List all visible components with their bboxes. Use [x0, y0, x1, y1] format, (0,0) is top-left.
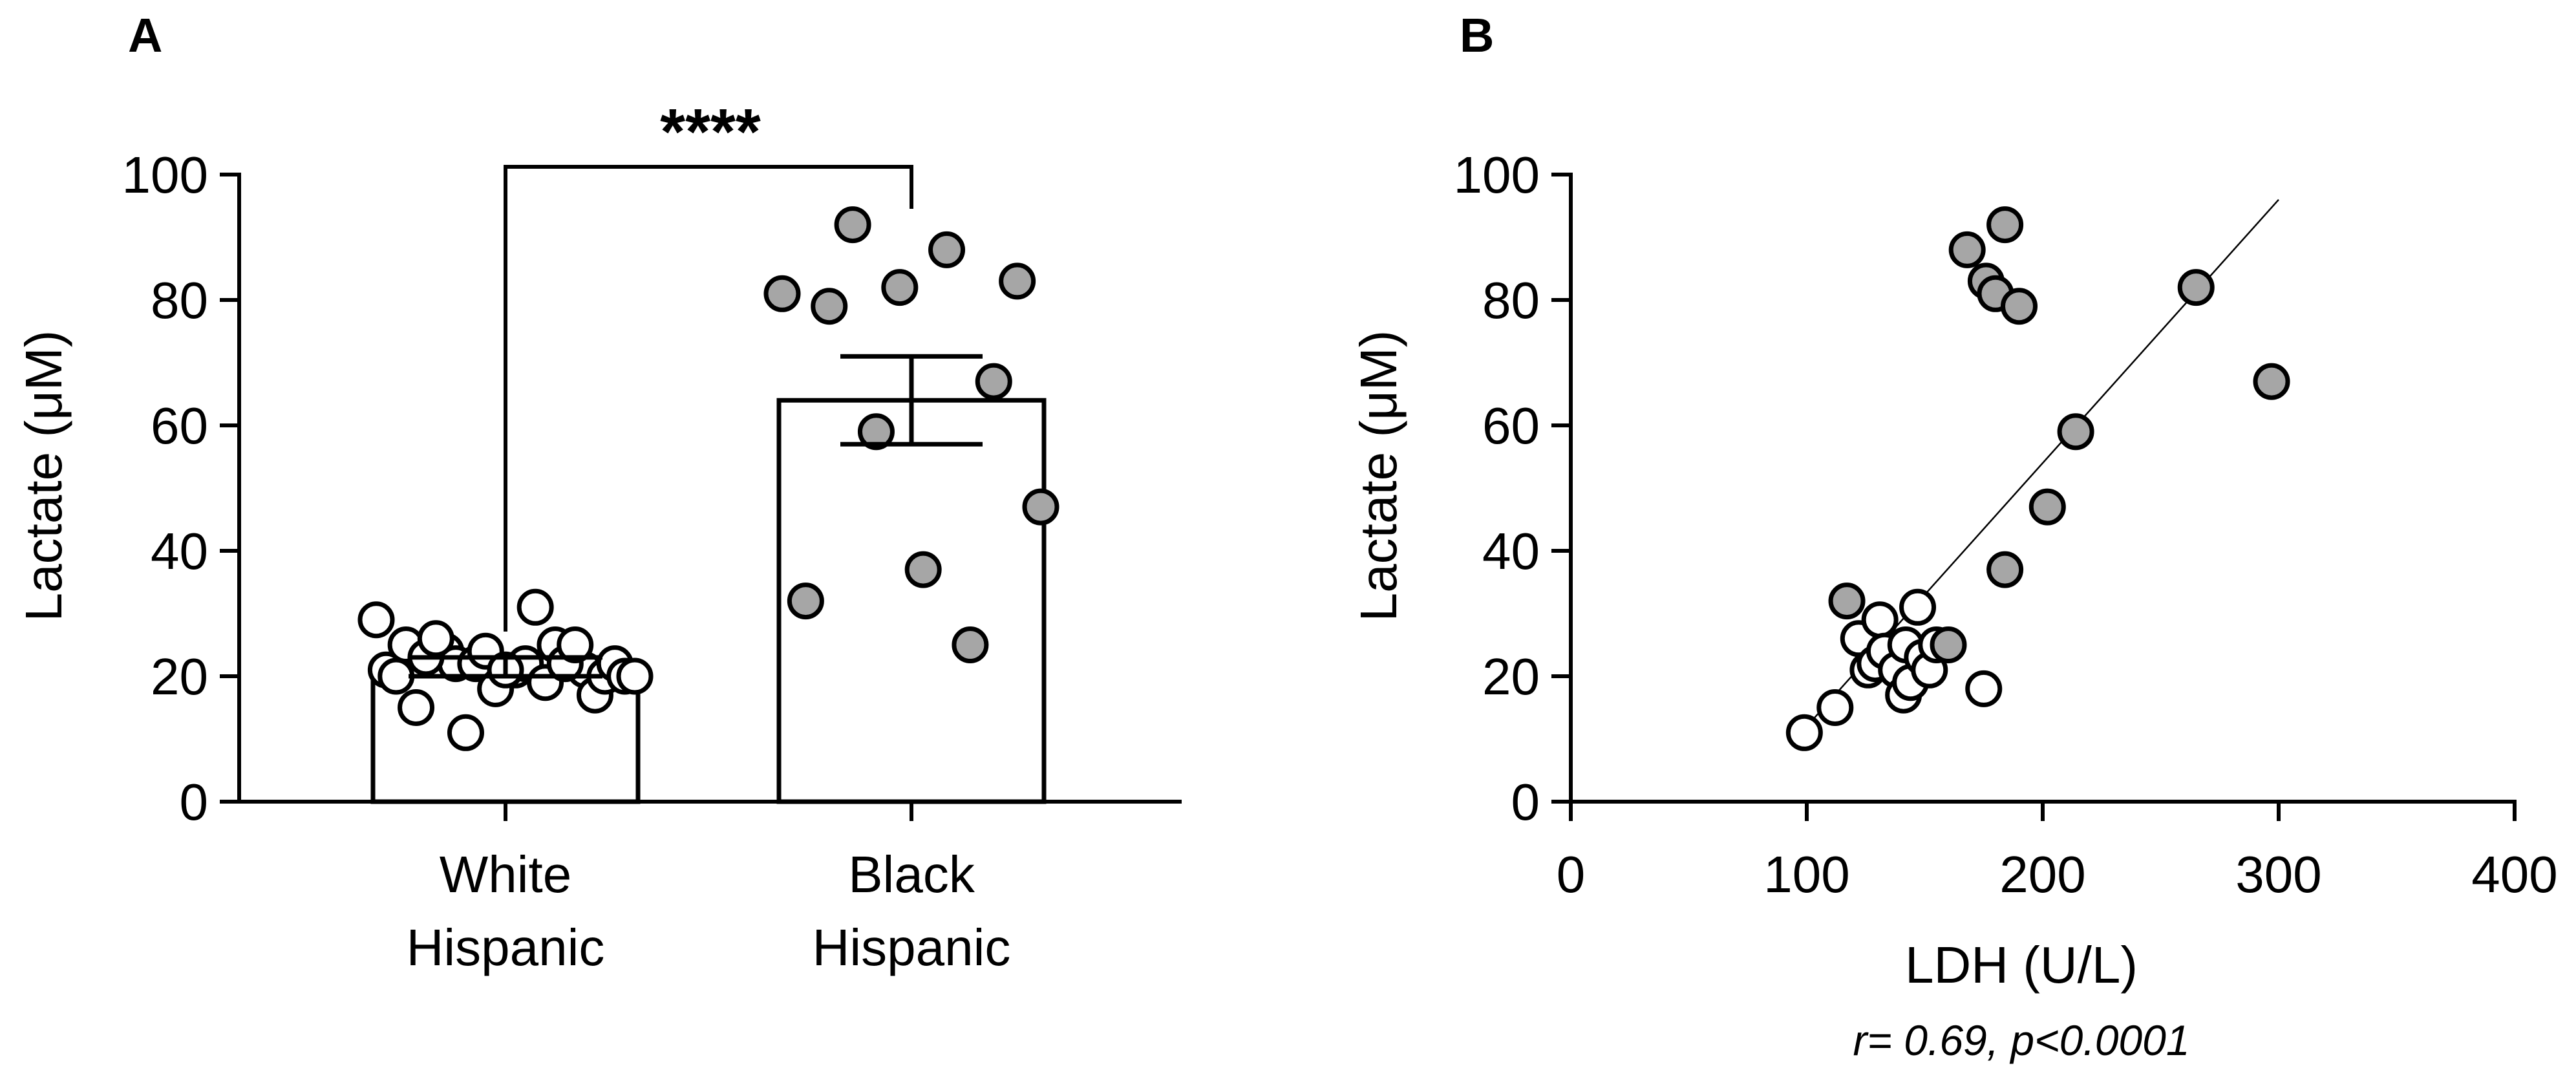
scatter-point — [1986, 206, 2024, 244]
panel-a-label: A — [128, 8, 162, 62]
scatter-point — [1861, 601, 1899, 639]
data-point — [834, 206, 871, 244]
scatter-point — [2177, 269, 2215, 306]
scatter-point — [2001, 288, 2038, 325]
scatter-point — [2028, 488, 2066, 526]
y-tick-label: 100 — [122, 146, 208, 204]
data-point — [999, 262, 1036, 300]
y-tick-label: 0 — [180, 773, 209, 831]
significance-stars: **** — [660, 96, 761, 168]
x-tick-label: 200 — [1999, 846, 2085, 903]
data-point — [857, 413, 895, 451]
panel-a-significance: **** — [504, 96, 913, 632]
scatter-point — [1785, 714, 1823, 751]
scatter-point — [1828, 582, 1866, 620]
panel-a-x-ticks: White Hispanic Black Hispanic — [407, 802, 1011, 976]
panel-b-x-axis-title: LDH (U/L) — [1905, 936, 2138, 994]
scatter-point — [1930, 626, 1967, 663]
category-label: Black Hispanic — [813, 846, 1011, 976]
data-point — [378, 657, 415, 695]
panel-a-y-ticks: 0 20 40 60 80 100 — [122, 146, 239, 831]
scatter-point — [1986, 551, 2024, 588]
y-tick-label: 40 — [1482, 522, 1540, 580]
panel-b: B Lactate (μM) LDH (U/L) r= 0.69, p<0.00… — [1350, 8, 2558, 1064]
y-tick-label: 60 — [151, 397, 208, 454]
y-tick-label: 80 — [151, 272, 208, 329]
data-point — [881, 269, 919, 306]
panel-b-y-axis-title: Lactate (μM) — [1350, 330, 1407, 622]
data-point — [811, 288, 848, 325]
y-tick-label: 20 — [1482, 648, 1540, 705]
data-point — [447, 714, 484, 751]
scatter-point — [2057, 413, 2094, 451]
x-tick-label: 0 — [1557, 846, 1586, 903]
data-point — [975, 363, 1012, 400]
significance-bracket — [504, 165, 913, 632]
data-point — [357, 601, 395, 639]
data-point — [557, 626, 594, 663]
scatter-point — [2253, 363, 2290, 400]
data-point — [616, 657, 654, 695]
category-label-line: White — [440, 846, 572, 903]
data-point — [952, 626, 989, 663]
category-label-line: Hispanic — [407, 919, 605, 976]
y-tick-label: 100 — [1454, 146, 1540, 204]
data-point — [516, 588, 554, 626]
data-point — [398, 689, 435, 726]
x-tick-label: 400 — [2471, 846, 2557, 903]
panel-a-y-axis-title: Lactate (μM) — [15, 330, 72, 622]
category-label: White Hispanic — [407, 846, 605, 976]
y-tick-label: 60 — [1482, 397, 1540, 454]
x-tick-label: 300 — [2235, 846, 2321, 903]
x-tick-label: 100 — [1763, 846, 1849, 903]
data-point — [417, 620, 454, 657]
scatter-point — [1948, 231, 1986, 268]
panel-a-error-bars — [409, 354, 983, 679]
panel-b-x-ticks: 0 100 200 300 400 — [1557, 802, 2558, 903]
y-tick-label: 80 — [1482, 272, 1540, 329]
panel-b-y-ticks: 0 20 40 60 80 100 — [1454, 146, 1571, 831]
panel-a: A Lactate (μM) 0 20 40 60 80 100 White Hispani… — [15, 8, 1182, 976]
panel-a-points — [357, 206, 1059, 751]
category-label-line: Black — [848, 846, 975, 903]
data-point — [904, 551, 942, 588]
data-point — [787, 582, 824, 620]
scatter-point — [1816, 689, 1854, 726]
scatter-point — [1899, 588, 1937, 626]
y-tick-label: 40 — [151, 522, 208, 580]
y-tick-label: 0 — [1511, 773, 1540, 831]
data-point — [763, 275, 801, 312]
category-label-line: Hispanic — [813, 919, 1011, 976]
panel-b-points — [1785, 206, 2290, 751]
panel-a-axes — [237, 173, 1182, 804]
scatter-point — [1965, 670, 2003, 707]
panel-b-annotation: r= 0.69, p<0.0001 — [1853, 1016, 2189, 1064]
y-tick-label: 20 — [151, 648, 208, 705]
panel-b-label: B — [1460, 8, 1494, 62]
panel-b-axes — [1569, 173, 2517, 804]
data-point — [928, 231, 966, 268]
data-point — [1022, 488, 1059, 526]
